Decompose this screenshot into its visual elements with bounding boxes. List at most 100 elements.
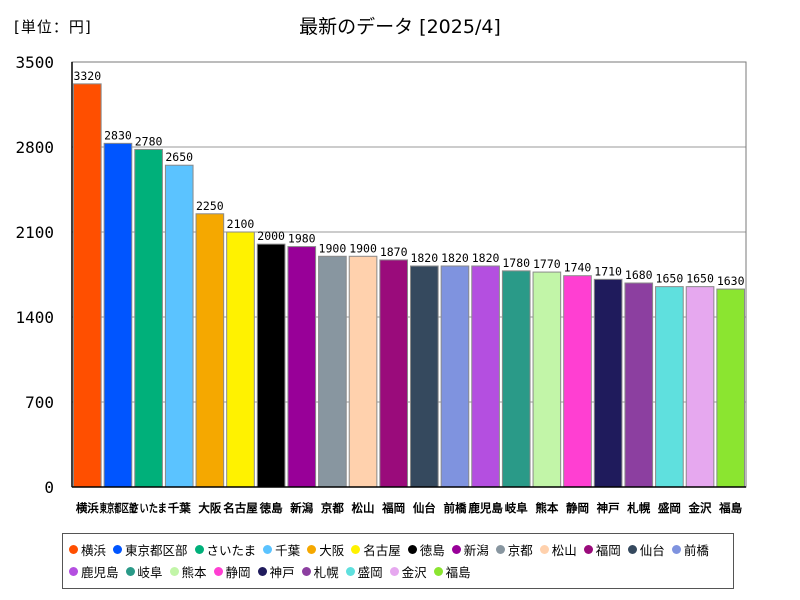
legend-label: 大阪 bbox=[319, 542, 345, 558]
legend-dot-icon bbox=[69, 566, 78, 576]
legend-dot-icon bbox=[583, 544, 593, 554]
legend-item: 仙台 bbox=[627, 538, 665, 560]
y-tick-label: 2800 bbox=[15, 138, 54, 157]
legend-label: 鹿児島 bbox=[81, 564, 119, 580]
legend-item: 名古屋 bbox=[351, 538, 401, 560]
legend-label: 東京都区部 bbox=[125, 542, 188, 558]
legend-dot-icon bbox=[213, 566, 223, 576]
y-tick-label: 1400 bbox=[15, 308, 54, 327]
legend-item: 千葉 bbox=[263, 538, 300, 560]
data-label: 1770 bbox=[533, 257, 561, 271]
bar-chart: 0 700 1400 2100 2800 3500 3320 横浜 2830 東京都区部 2780 さ… bbox=[15, 53, 747, 515]
legend-label: 静岡 bbox=[225, 564, 251, 580]
x-tick-label: 神戸 bbox=[597, 501, 620, 515]
data-label: 2000 bbox=[257, 229, 285, 243]
legend-item: 横浜 bbox=[69, 538, 106, 560]
y-tick-label: 0 bbox=[44, 478, 54, 497]
data-label: 1870 bbox=[380, 245, 408, 259]
legend-dot-icon bbox=[257, 566, 267, 576]
legend-item: 福岡 bbox=[583, 538, 621, 560]
bar bbox=[318, 255, 347, 488]
legend-dot-icon bbox=[389, 566, 399, 576]
bar bbox=[348, 255, 378, 488]
legend-label: さいたま bbox=[206, 542, 257, 558]
x-tick-label: 松山 bbox=[352, 501, 375, 515]
legend-dot-icon bbox=[495, 544, 505, 554]
x-tick-label: 静岡 bbox=[566, 501, 589, 515]
bar bbox=[685, 286, 715, 488]
legend-item: 福島 bbox=[433, 560, 471, 582]
bar bbox=[655, 286, 684, 488]
legend-label: 神戸 bbox=[269, 564, 295, 580]
data-label: 2830 bbox=[104, 128, 132, 142]
legend-label: 盛岡 bbox=[357, 564, 383, 580]
legend-item: 京都 bbox=[495, 538, 533, 560]
legend-dot-icon bbox=[307, 544, 317, 554]
data-label: 3320 bbox=[73, 69, 101, 83]
bar bbox=[440, 265, 470, 488]
x-tick-label: 札幌 bbox=[626, 501, 650, 515]
legend-dot-icon bbox=[433, 566, 443, 576]
legend-item: 神戸 bbox=[257, 560, 295, 582]
legend-item: 大阪 bbox=[307, 538, 344, 560]
data-label: 1980 bbox=[288, 232, 316, 246]
legend-dot-icon bbox=[69, 544, 78, 554]
legend-label: 松山 bbox=[551, 542, 577, 558]
bar bbox=[134, 148, 163, 488]
legend-item: 岐阜 bbox=[125, 560, 163, 582]
legend-item: 熊本 bbox=[169, 560, 207, 582]
legend-item: さいたま bbox=[194, 538, 257, 560]
x-tick-label: 鹿児島 bbox=[468, 501, 503, 515]
legend-item: 静岡 bbox=[213, 560, 251, 582]
chart-title: 最新のデータ [2025/4] bbox=[299, 16, 501, 38]
legend-label: 福島 bbox=[445, 564, 471, 580]
data-label: 2100 bbox=[227, 217, 255, 231]
x-tick-label: 盛岡 bbox=[658, 501, 681, 515]
legend-item: 松山 bbox=[539, 538, 577, 560]
data-label: 1650 bbox=[656, 272, 684, 286]
bar bbox=[501, 270, 531, 488]
x-tick-label: 千葉 bbox=[168, 501, 191, 515]
legend-label: 京都 bbox=[507, 542, 533, 558]
legend-dot-icon bbox=[194, 544, 204, 554]
x-tick-label: 東京都区部 bbox=[100, 501, 137, 515]
x-tick-label: 京都 bbox=[321, 501, 344, 515]
legend-label: 前橋 bbox=[683, 542, 709, 558]
legend-item: 金沢 bbox=[389, 560, 427, 582]
x-tick-label: 仙台 bbox=[413, 501, 436, 515]
legend-label: 新潟 bbox=[463, 542, 489, 558]
x-tick-label: 熊本 bbox=[535, 501, 558, 515]
data-label: 2780 bbox=[135, 134, 163, 148]
bar bbox=[716, 288, 746, 488]
legend-dot-icon bbox=[539, 544, 549, 554]
legend-item: 徳島 bbox=[407, 538, 445, 560]
legend-label: 仙台 bbox=[639, 542, 665, 558]
y-tick-label: 3500 bbox=[15, 53, 54, 72]
data-label: 1740 bbox=[564, 261, 592, 275]
data-label: 1900 bbox=[319, 241, 347, 255]
bar bbox=[379, 259, 409, 488]
legend-label: 福岡 bbox=[595, 542, 621, 558]
legend-item: 東京都区部 bbox=[113, 538, 188, 560]
data-label: 1630 bbox=[717, 274, 745, 288]
legend-dot-icon bbox=[451, 544, 461, 554]
legend-dot-icon bbox=[407, 544, 417, 554]
legend-label: 金沢 bbox=[401, 564, 427, 580]
x-tick-label: 新潟 bbox=[290, 501, 313, 515]
data-label: 1820 bbox=[441, 251, 469, 265]
data-label: 1710 bbox=[594, 264, 622, 278]
x-tick-label: 大阪 bbox=[198, 501, 221, 515]
x-tick-label: さいたま bbox=[130, 501, 167, 515]
legend-dot-icon bbox=[627, 544, 637, 554]
bar bbox=[103, 142, 133, 488]
legend-dot-icon bbox=[263, 544, 273, 554]
legend-item: 前橋 bbox=[671, 538, 709, 560]
bar bbox=[287, 246, 317, 488]
legend-dot-icon bbox=[345, 566, 355, 576]
bar bbox=[256, 243, 286, 488]
bar bbox=[593, 278, 623, 488]
legend: 横浜 東京都区部 さいたま 千葉 大阪 名古屋 徳島 新潟 京都 松山 福岡 仙台 前橋鹿児島 岐阜 熊本 静… bbox=[62, 533, 734, 589]
bar bbox=[624, 282, 654, 488]
x-tick-label: 金沢 bbox=[688, 501, 712, 515]
y-tick-label: 700 bbox=[25, 393, 54, 412]
